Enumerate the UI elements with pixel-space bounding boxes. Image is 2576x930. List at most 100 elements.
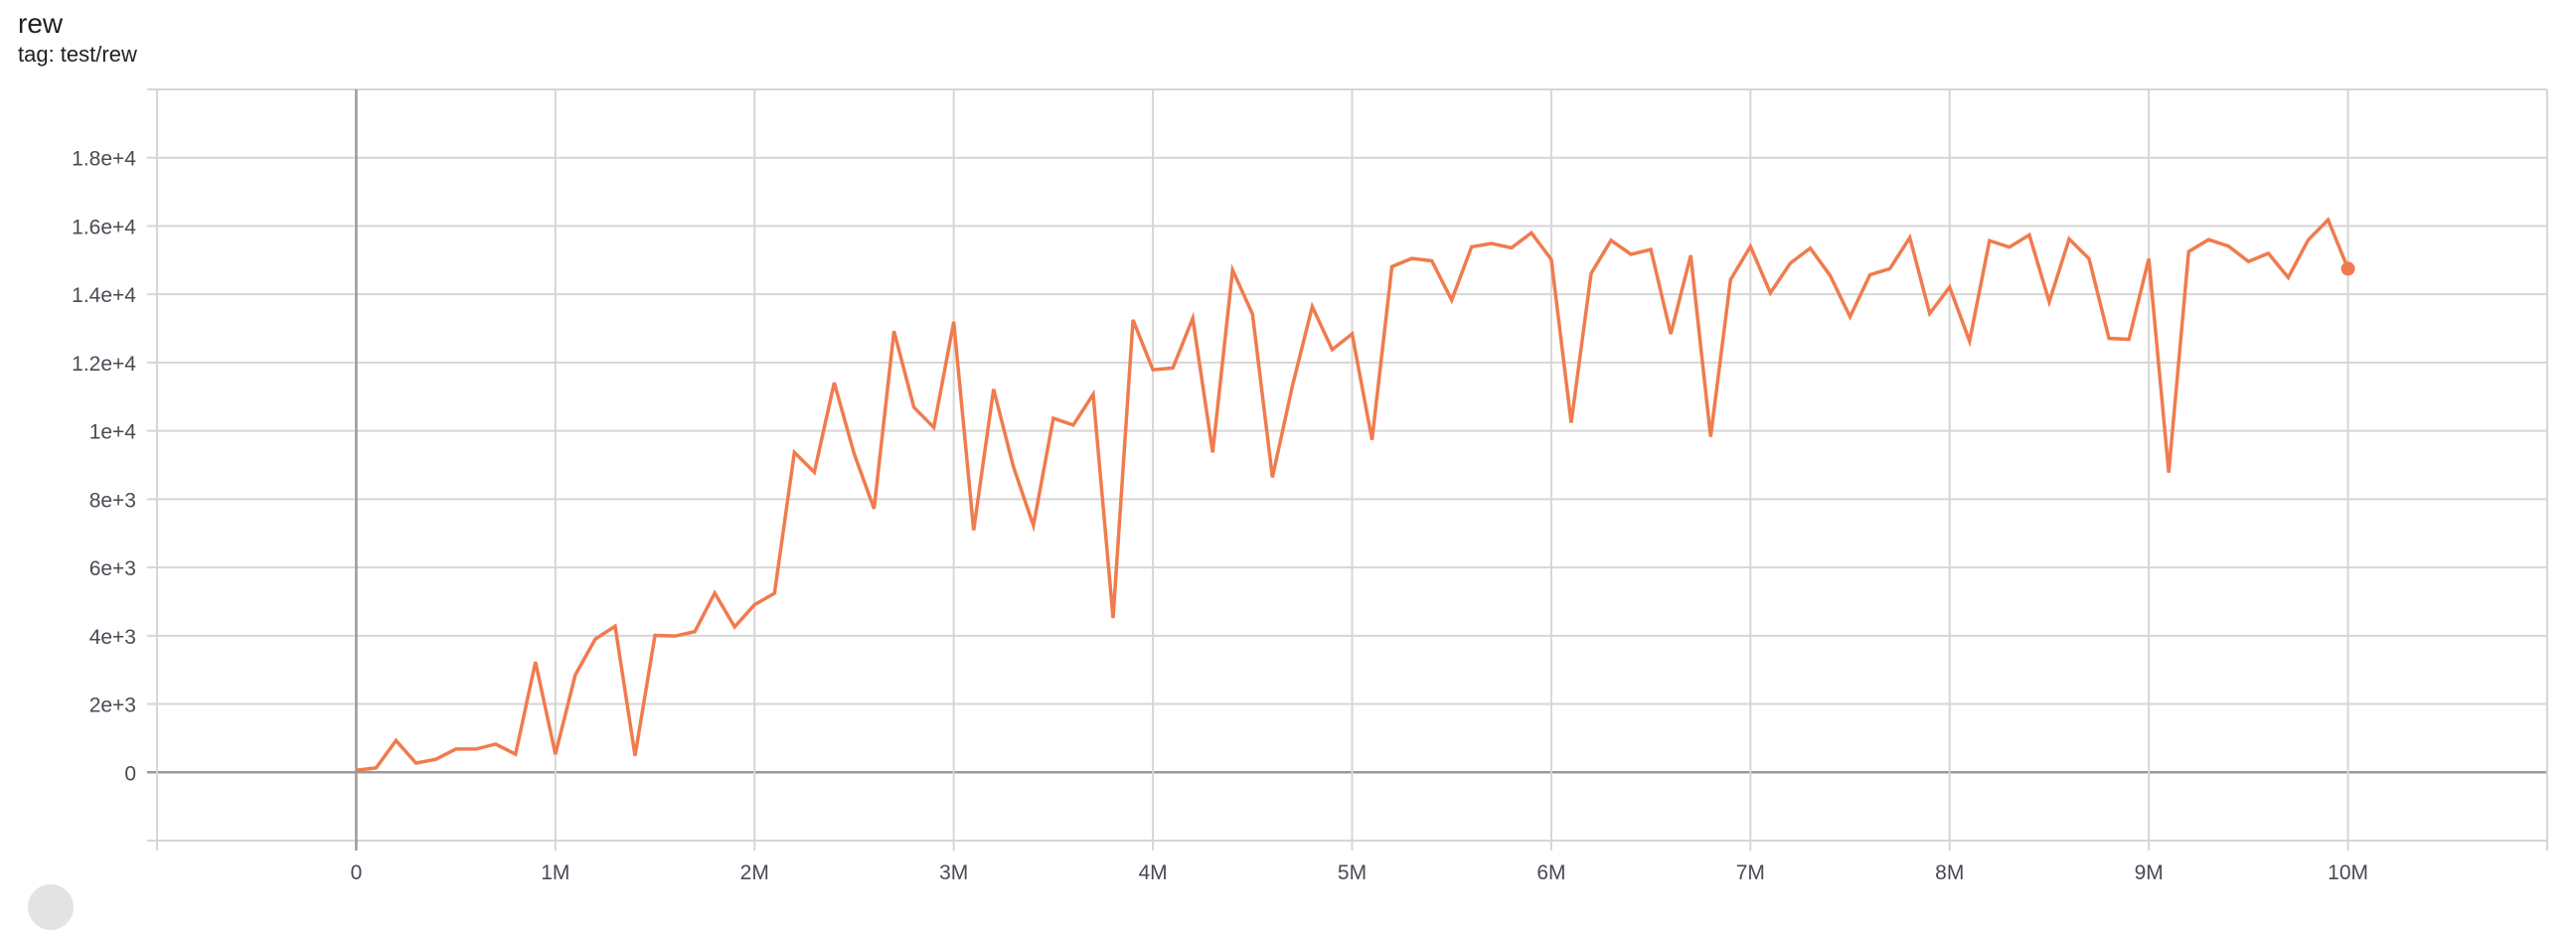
y-tick-label: 1.6e+4	[72, 216, 136, 238]
data-point	[953, 321, 955, 323]
data-point	[1889, 267, 1891, 269]
y-tick-label: 2e+3	[89, 695, 136, 717]
data-point	[1431, 260, 1433, 262]
data-point	[2247, 260, 2249, 262]
data-point	[1271, 476, 1273, 478]
x-tick-label: 4M	[1138, 861, 1167, 884]
y-tick-label: 6e+3	[89, 557, 136, 580]
data-point	[455, 748, 457, 750]
data-point	[1590, 272, 1592, 274]
chart-subtitle: tag: test/rew	[18, 42, 137, 67]
data-point	[1291, 386, 1293, 388]
data-point	[1630, 253, 1632, 255]
data-point	[753, 604, 755, 606]
data-point	[2207, 238, 2209, 240]
data-point	[813, 471, 815, 473]
data-point	[475, 748, 477, 750]
data-point	[1511, 246, 1513, 248]
data-point	[594, 638, 596, 640]
data-point	[535, 661, 537, 663]
data-point	[1989, 239, 1991, 241]
data-point	[2108, 338, 2110, 340]
data-point	[1769, 292, 1771, 294]
data-point	[1411, 257, 1413, 259]
data-point	[733, 626, 735, 628]
y-tick-label: 8e+3	[89, 489, 136, 512]
data-point	[555, 753, 557, 755]
chart-title: rew	[18, 8, 64, 39]
data-point	[654, 634, 656, 636]
data-point	[1352, 333, 1353, 335]
y-tick-label: 0	[124, 762, 136, 785]
data-point	[1550, 258, 1552, 260]
data-point	[2267, 252, 2269, 254]
y-tick-label: 1.8e+4	[72, 148, 136, 171]
data-point	[515, 753, 517, 755]
data-point	[2009, 246, 2011, 248]
data-point	[1670, 333, 1672, 335]
data-point	[1172, 367, 1174, 369]
data-point	[1451, 299, 1453, 301]
data-point	[1311, 306, 1313, 308]
data-point	[1491, 242, 1493, 244]
data-point	[714, 592, 716, 594]
x-tick-label: 3M	[939, 861, 968, 884]
data-point	[415, 762, 417, 764]
data-point	[614, 625, 616, 627]
x-tick-label: 10M	[2328, 861, 2368, 884]
data-point	[973, 530, 975, 532]
data-point	[2187, 250, 2189, 252]
data-point	[1809, 247, 1811, 249]
data-point	[1391, 265, 1393, 267]
data-point	[1072, 424, 1074, 426]
data-point	[993, 388, 995, 390]
data-point	[1231, 269, 1233, 271]
data-point	[634, 755, 636, 757]
data-point	[1092, 393, 1094, 395]
data-point	[1869, 274, 1871, 276]
y-tick-label: 1.4e+4	[72, 284, 136, 307]
data-point	[2168, 472, 2170, 474]
data-point	[913, 406, 915, 408]
data-point	[1570, 421, 1572, 423]
data-point	[1749, 245, 1751, 247]
data-point	[1013, 466, 1015, 468]
data-point	[2287, 276, 2289, 278]
data-point	[853, 453, 855, 455]
data-point	[1929, 312, 1931, 314]
data-point	[1729, 278, 1731, 280]
data-point	[1530, 232, 1532, 233]
y-tick-label: 4e+3	[89, 626, 136, 649]
action-button[interactable]	[28, 884, 74, 930]
data-point	[396, 739, 397, 741]
data-point	[1251, 313, 1253, 315]
data-point	[1830, 274, 1831, 276]
line-chart: 0 2e+3 4e+3 6e+3 8e+3 1e+4 1.2e+4 1.4e+4 1.6e+4 1…	[72, 88, 2548, 884]
data-point	[833, 382, 835, 384]
data-point	[1052, 417, 1054, 419]
y-tick-label: 1.2e+4	[72, 353, 136, 376]
data-point	[1709, 435, 1711, 437]
data-point	[1132, 319, 1134, 321]
data-point	[1192, 317, 1194, 319]
x-tick-label: 5M	[1338, 861, 1367, 884]
data-point	[1969, 340, 1971, 342]
data-point	[2148, 257, 2150, 259]
y-tick-label: 1e+4	[89, 421, 137, 444]
data-point	[1152, 369, 1154, 371]
data-point	[2068, 238, 2070, 240]
x-tick-label: 6M	[1536, 861, 1565, 884]
data-point	[375, 767, 377, 769]
data-point	[1471, 245, 1473, 247]
data-point	[2028, 233, 2030, 235]
data-point	[1690, 254, 1691, 256]
data-point	[1112, 617, 1114, 619]
data-point	[674, 635, 676, 637]
data-point	[2227, 245, 2229, 247]
data-point	[1909, 236, 1911, 238]
x-tick-label: 2M	[740, 861, 769, 884]
data-point	[1850, 316, 1852, 318]
last-point-marker	[2340, 261, 2355, 276]
data-point	[2308, 239, 2309, 241]
data-point	[1789, 262, 1791, 264]
